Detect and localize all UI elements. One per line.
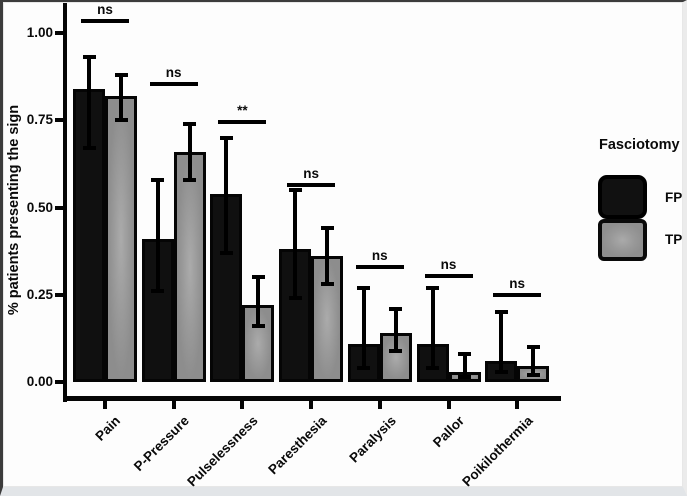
y-tick <box>55 118 64 123</box>
x-tick <box>240 399 245 409</box>
legend-swatch-fp <box>598 175 647 219</box>
y-tick <box>55 380 64 384</box>
significance-line <box>355 265 404 270</box>
error-bar-cap-top <box>357 285 371 290</box>
x-category-label: Poikilothermia <box>459 413 536 490</box>
error-bar-cap-bottom <box>494 369 508 374</box>
bar-fp-paresthesia <box>279 249 312 382</box>
error-bar-cap-bottom <box>320 282 334 287</box>
significance-label: ns <box>509 276 526 291</box>
y-tick-label: 0.00 <box>26 374 53 389</box>
x-tick <box>515 399 520 409</box>
error-bar <box>87 57 91 149</box>
y-tick <box>55 205 64 210</box>
error-bar-cap-bottom <box>219 250 233 255</box>
y-tick-label: 0.50 <box>26 199 53 215</box>
x-category-label: Paralysis <box>345 413 399 466</box>
error-bar-cap-top <box>389 306 403 311</box>
error-bar <box>187 123 192 180</box>
error-bar-cap-top <box>494 310 508 315</box>
x-category-label: Pallor <box>429 413 468 451</box>
x-tick <box>171 399 176 409</box>
error-bar-cap-bottom <box>357 366 371 371</box>
error-bar <box>119 74 123 121</box>
error-bar-cap-bottom <box>114 118 128 123</box>
significance-label: ns <box>97 2 113 18</box>
error-bar <box>393 308 398 351</box>
x-tick <box>309 399 314 409</box>
significance-label: ** <box>237 103 248 119</box>
error-bar-cap-bottom <box>288 296 302 301</box>
legend-swatch-tp <box>598 219 647 261</box>
significance-label: ns <box>371 248 388 264</box>
y-axis-line <box>63 3 67 402</box>
error-bar-cap-top <box>151 177 165 182</box>
y-tick-label: 0.75 <box>26 112 53 128</box>
bar-fp-p-pressure <box>141 238 174 382</box>
error-bar <box>293 190 298 299</box>
x-category-label: Pulselessness <box>184 413 262 490</box>
error-bar-cap-bottom <box>183 177 197 182</box>
legend-title: Fasciotomy <box>599 137 680 153</box>
x-axis-line <box>63 396 561 401</box>
error-bar-cap-top <box>320 226 334 231</box>
legend-label-tp: TP <box>665 232 683 247</box>
x-category-label: Paresthesia <box>265 413 330 478</box>
error-bar-cap-top <box>526 345 540 350</box>
significance-label: ns <box>303 166 319 182</box>
error-bar-cap-top <box>183 121 197 126</box>
y-tick <box>55 292 64 297</box>
x-category-label: P-Pressure <box>131 413 193 475</box>
error-bar-cap-bottom <box>82 146 96 151</box>
error-bar-cap-bottom <box>426 366 439 371</box>
error-bar <box>430 287 435 369</box>
error-bar-cap-bottom <box>151 289 165 294</box>
error-bar-cap-top <box>114 72 128 77</box>
x-tick <box>103 399 107 409</box>
significance-line <box>149 81 198 86</box>
error-bar-cap-top <box>426 285 439 290</box>
x-tick <box>446 399 451 409</box>
significance-line <box>287 183 336 188</box>
significance-label: ns <box>165 64 182 80</box>
error-bar <box>224 137 229 253</box>
error-bar <box>499 312 504 372</box>
error-bar-cap-top <box>82 55 96 60</box>
significance-line <box>81 19 129 24</box>
error-bar-cap-bottom <box>251 324 265 329</box>
error-bar <box>531 347 536 375</box>
x-tick <box>377 399 382 409</box>
significance-label: ns <box>440 256 457 272</box>
bar-tp-pain <box>105 95 137 382</box>
error-bar-cap-bottom <box>526 373 540 378</box>
bar-tp-paresthesia <box>311 256 344 382</box>
error-bar-cap-bottom <box>458 374 471 379</box>
y-tick-label: 1.00 <box>26 25 53 40</box>
y-tick <box>55 31 64 35</box>
error-bar <box>256 277 261 327</box>
error-bar-cap-top <box>288 188 302 193</box>
error-bar-cap-top <box>458 352 471 357</box>
error-bar <box>155 179 160 292</box>
error-bar-cap-bottom <box>389 348 403 353</box>
significance-line <box>424 273 473 278</box>
bar-tp-p-pressure <box>173 151 206 382</box>
x-category-label: Pain <box>92 413 124 444</box>
error-bar <box>325 228 330 285</box>
error-bar <box>361 287 366 369</box>
error-bar-cap-top <box>251 275 265 280</box>
significance-line <box>218 120 267 125</box>
error-bar <box>462 354 467 377</box>
significance-line <box>493 293 542 297</box>
error-bar-cap-top <box>219 135 233 140</box>
y-tick-label: 0.25 <box>26 286 53 302</box>
legend-label-fp: FP <box>665 190 683 205</box>
